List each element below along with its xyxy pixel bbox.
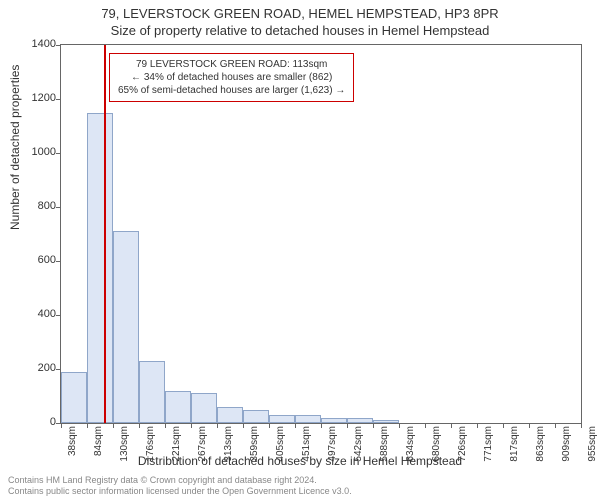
histogram-bar [61, 372, 87, 423]
histogram-bar [269, 415, 295, 423]
info-box-line: 79 LEVERSTOCK GREEN ROAD: 113sqm [118, 58, 345, 71]
ytick-label: 600 [16, 254, 56, 266]
histogram-bar [191, 393, 217, 423]
xtick-mark [87, 423, 88, 428]
ytick-label: 200 [16, 362, 56, 374]
property-info-box: 79 LEVERSTOCK GREEN ROAD: 113sqm← 34% of… [109, 53, 354, 102]
histogram-bar [321, 418, 347, 423]
footer-line-1: Contains HM Land Registry data © Crown c… [8, 475, 352, 485]
xtick-mark [269, 423, 270, 428]
ytick-label: 1400 [16, 38, 56, 50]
chart-container: 79, LEVERSTOCK GREEN ROAD, HEMEL HEMPSTE… [0, 0, 600, 500]
ytick-mark [56, 315, 61, 316]
histogram-bar [373, 420, 399, 423]
ytick-mark [56, 99, 61, 100]
histogram-bar [165, 391, 191, 423]
title-line-2: Size of property relative to detached ho… [0, 21, 600, 38]
xtick-mark [373, 423, 374, 428]
histogram-bar [217, 407, 243, 423]
ytick-label: 1200 [16, 92, 56, 104]
histogram-bar [243, 410, 269, 424]
histogram-bar [87, 113, 113, 424]
xtick-mark [529, 423, 530, 428]
xtick-mark [581, 423, 582, 428]
xtick-mark [295, 423, 296, 428]
xtick-mark [347, 423, 348, 428]
info-box-line: 65% of semi-detached houses are larger (… [118, 84, 345, 97]
xtick-mark [217, 423, 218, 428]
ytick-mark [56, 153, 61, 154]
ytick-mark [56, 261, 61, 262]
ytick-mark [56, 45, 61, 46]
x-axis-label: Distribution of detached houses by size … [0, 454, 600, 468]
xtick-mark [191, 423, 192, 428]
footer-line-2: Contains public sector information licen… [8, 486, 352, 496]
ytick-label: 1000 [16, 146, 56, 158]
xtick-mark [165, 423, 166, 428]
info-box-line: ← 34% of detached houses are smaller (86… [118, 71, 345, 84]
xtick-mark [61, 423, 62, 428]
property-marker-line [104, 45, 106, 423]
plot-area: 38sqm84sqm130sqm176sqm221sqm267sqm313sqm… [60, 44, 582, 424]
xtick-mark [477, 423, 478, 428]
histogram-bar [347, 418, 373, 423]
xtick-mark [243, 423, 244, 428]
title-line-1: 79, LEVERSTOCK GREEN ROAD, HEMEL HEMPSTE… [0, 0, 600, 21]
xtick-mark [425, 423, 426, 428]
histogram-bar [295, 415, 321, 423]
footer-attribution: Contains HM Land Registry data © Crown c… [8, 475, 352, 496]
ytick-label: 400 [16, 308, 56, 320]
xtick-mark [113, 423, 114, 428]
ytick-label: 0 [16, 416, 56, 428]
xtick-mark [451, 423, 452, 428]
ytick-label: 800 [16, 200, 56, 212]
xtick-mark [321, 423, 322, 428]
histogram-bar [113, 231, 139, 423]
xtick-mark [555, 423, 556, 428]
xtick-mark [503, 423, 504, 428]
ytick-mark [56, 207, 61, 208]
xtick-mark [399, 423, 400, 428]
xtick-mark [139, 423, 140, 428]
histogram-bar [139, 361, 165, 423]
ytick-mark [56, 369, 61, 370]
